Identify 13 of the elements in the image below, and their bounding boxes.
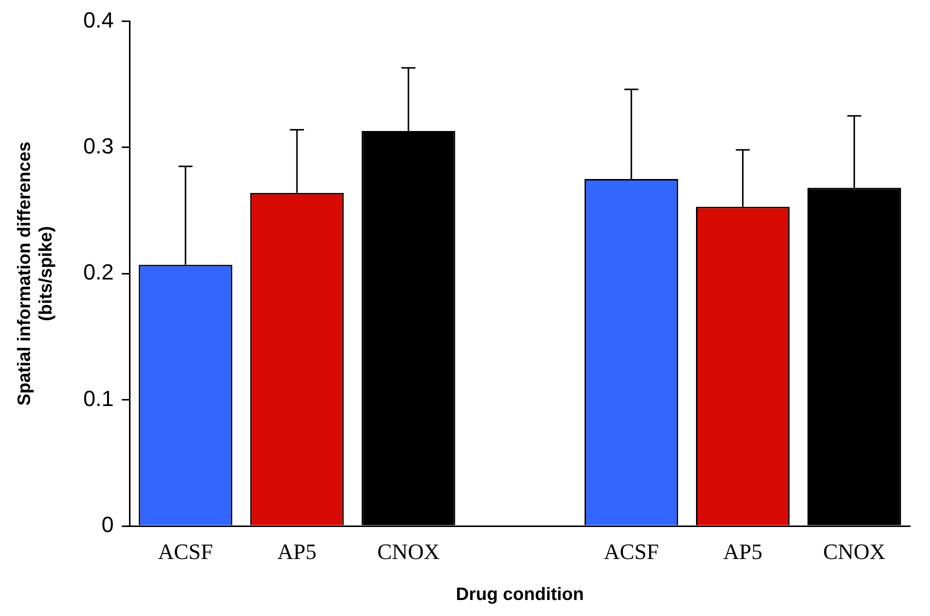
x-axis-title: Drug condition	[456, 584, 584, 604]
y-tick-label: 0.2	[83, 260, 114, 285]
x-tick-label: AP5	[723, 538, 762, 564]
y-axis-title: Spatial information differences (bits/spike)	[14, 142, 56, 406]
x-tick-label: ACSF	[158, 538, 214, 564]
y-tick-label: 0	[102, 512, 114, 538]
x-tick-label: CNOX	[823, 538, 886, 564]
y-tick-label: 0.3	[83, 133, 114, 158]
x-tick-label: AP5	[277, 538, 317, 564]
y-tick-label: 0.1	[83, 386, 114, 411]
x-tick-label: ACSF	[604, 538, 659, 564]
y-tick-label: 0.4	[83, 7, 114, 32]
x-tick-label: CNOX	[377, 538, 440, 564]
